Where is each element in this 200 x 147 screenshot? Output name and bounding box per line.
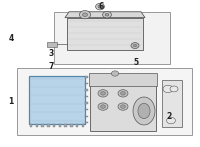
Circle shape <box>101 105 105 108</box>
Text: 5: 5 <box>133 58 139 67</box>
Bar <box>76 124 78 127</box>
Circle shape <box>101 92 105 95</box>
Polygon shape <box>65 12 145 18</box>
Bar <box>85 102 88 104</box>
Circle shape <box>170 86 178 92</box>
Ellipse shape <box>138 103 150 119</box>
Bar <box>85 109 88 110</box>
Bar <box>85 76 88 78</box>
Circle shape <box>118 90 128 97</box>
Bar <box>82 124 84 127</box>
Text: 2: 2 <box>166 112 172 121</box>
Bar <box>59 124 61 127</box>
Circle shape <box>111 71 119 76</box>
Bar <box>36 124 38 127</box>
Circle shape <box>98 103 108 110</box>
Text: 4: 4 <box>8 34 14 43</box>
Text: 3: 3 <box>48 49 54 58</box>
Circle shape <box>133 44 137 47</box>
Circle shape <box>131 43 139 49</box>
Bar <box>85 116 88 117</box>
Text: 6: 6 <box>98 2 104 11</box>
Bar <box>64 124 67 127</box>
Text: 1: 1 <box>8 97 14 106</box>
FancyBboxPatch shape <box>54 12 170 64</box>
Circle shape <box>163 85 173 93</box>
Circle shape <box>98 90 108 97</box>
FancyBboxPatch shape <box>29 76 85 124</box>
Bar <box>70 124 73 127</box>
Circle shape <box>105 13 109 16</box>
FancyBboxPatch shape <box>67 18 143 50</box>
FancyBboxPatch shape <box>90 74 156 131</box>
Bar <box>47 124 50 127</box>
Circle shape <box>103 11 111 18</box>
Circle shape <box>118 103 128 110</box>
Bar <box>85 96 88 97</box>
Bar <box>53 124 55 127</box>
Ellipse shape <box>133 97 155 125</box>
Bar <box>41 124 44 127</box>
Text: 7: 7 <box>48 62 54 71</box>
Circle shape <box>121 92 125 95</box>
Circle shape <box>96 3 104 10</box>
Circle shape <box>121 105 125 108</box>
FancyBboxPatch shape <box>89 73 157 86</box>
FancyBboxPatch shape <box>17 68 192 135</box>
Circle shape <box>79 11 91 19</box>
Bar <box>30 124 32 127</box>
Bar <box>47 42 57 47</box>
Bar <box>85 90 88 91</box>
FancyBboxPatch shape <box>162 80 182 127</box>
Circle shape <box>167 117 175 124</box>
Circle shape <box>98 5 102 8</box>
Circle shape <box>83 13 87 16</box>
Bar <box>85 122 88 123</box>
Bar <box>85 83 88 84</box>
